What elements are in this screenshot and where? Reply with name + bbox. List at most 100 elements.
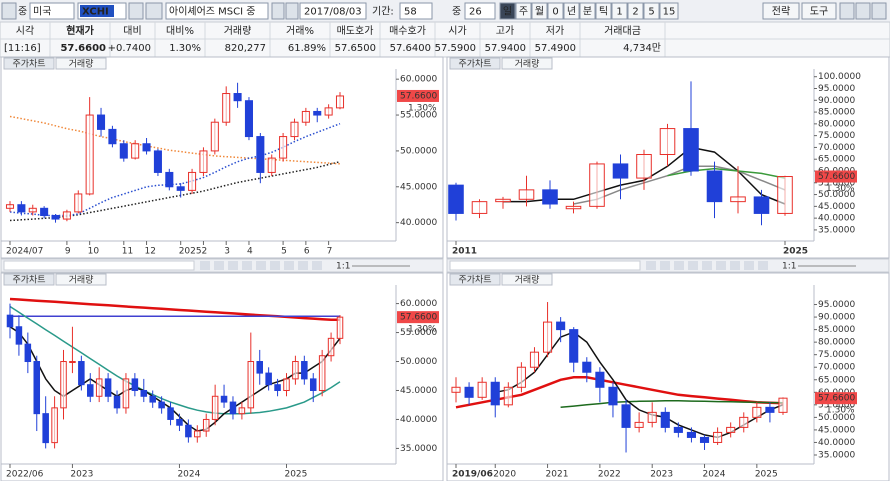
scroll-icon[interactable]	[242, 261, 252, 270]
candle-body	[62, 211, 71, 220]
quote-label: 거래%	[286, 25, 314, 37]
period-button[interactable]	[627, 2, 644, 20]
y-tick-label: 45.0000	[818, 202, 855, 212]
period-button[interactable]	[643, 2, 660, 20]
window-button[interactable]	[855, 2, 871, 20]
candle-body	[185, 424, 192, 438]
candle-body	[265, 372, 272, 386]
window-button[interactable]	[839, 2, 855, 20]
tools-button[interactable]	[801, 2, 837, 20]
candle-body	[516, 366, 526, 388]
period-button[interactable]	[595, 2, 612, 20]
period-button[interactable]	[579, 2, 596, 20]
y-tick-label: 50.0000	[818, 413, 855, 423]
quote-value: 57.4900	[535, 43, 576, 54]
candle-body	[33, 361, 41, 415]
scroll-icon[interactable]	[674, 261, 684, 270]
candle-body	[6, 314, 14, 328]
chart-tab-label[interactable]: 주가차트	[458, 274, 491, 286]
tools: 도구	[810, 7, 828, 18]
chart-tab[interactable]	[449, 57, 501, 70]
scroll-icon[interactable]	[298, 261, 308, 270]
scroll-icon[interactable]	[744, 261, 754, 270]
chart-tab-label[interactable]: 거래량	[515, 274, 540, 286]
chart-tab-label[interactable]: 주가차트	[458, 58, 491, 70]
candle-body	[40, 207, 49, 216]
stock-name: 아이셰어즈 MSCI 중	[169, 6, 255, 18]
chart-tab[interactable]	[55, 57, 107, 70]
scroll-icon[interactable]	[284, 261, 294, 270]
y-tick-label: 85.0000	[818, 325, 855, 335]
scroll-icon[interactable]	[758, 261, 768, 270]
scroll-icon[interactable]	[312, 261, 322, 270]
candle-body	[51, 407, 58, 444]
market-label: 중	[18, 6, 27, 18]
candle-body	[683, 128, 699, 172]
scroll-icon[interactable]	[200, 261, 210, 270]
scroll-icon[interactable]	[702, 261, 712, 270]
chart-tab-label[interactable]: 거래량	[69, 58, 94, 70]
candle-body	[149, 395, 156, 403]
chart-tab[interactable]	[501, 273, 553, 286]
quote-value: 57.6400	[390, 43, 431, 54]
y-tick-label: 95.0000	[818, 84, 855, 94]
period-button[interactable]	[563, 2, 580, 20]
menu-icon[interactable]	[1, 2, 17, 20]
period-button-label: 주	[519, 7, 528, 18]
prev-button[interactable]	[271, 2, 285, 20]
scroll-icon[interactable]	[688, 261, 698, 270]
moving-average	[573, 165, 786, 205]
y-tick-label: 40.0000	[400, 415, 437, 425]
chart-tab[interactable]	[3, 273, 55, 286]
search-button[interactable]	[128, 2, 144, 20]
period-button[interactable]	[547, 2, 564, 20]
y-tick-label: 40.0000	[818, 214, 855, 224]
chart-tab-label[interactable]: 거래량	[515, 58, 540, 70]
candle-body	[131, 378, 139, 391]
chart-tab[interactable]	[55, 273, 107, 286]
window-button[interactable]	[871, 2, 887, 20]
y-tick-label: 75.0000	[818, 350, 855, 360]
chart-tab[interactable]	[501, 57, 553, 70]
next-button[interactable]	[285, 2, 299, 20]
period-button-label: 월	[535, 6, 544, 18]
period-button[interactable]	[659, 2, 679, 20]
unit: 26	[469, 7, 482, 18]
scroll-icon[interactable]	[228, 261, 238, 270]
unit-field[interactable]	[464, 2, 496, 20]
x-tick-label: 2025	[755, 470, 778, 480]
period-field[interactable]	[399, 2, 433, 20]
candle-body	[726, 426, 736, 433]
symbol-highlight	[80, 5, 114, 17]
period-button[interactable]	[611, 2, 628, 20]
scroll-track[interactable]	[449, 260, 641, 271]
period-button[interactable]	[499, 2, 516, 20]
date-field[interactable]	[299, 2, 367, 20]
chart-tab-label[interactable]: 거래량	[69, 274, 94, 286]
chart-tab[interactable]	[449, 273, 501, 286]
period-button[interactable]	[531, 2, 548, 20]
candle-body	[17, 204, 26, 213]
info-button[interactable]	[145, 2, 163, 20]
chart-tab-label[interactable]: 주가차트	[12, 58, 45, 70]
period-button-label: 1	[616, 7, 622, 18]
x-tick-label: 2023	[650, 470, 673, 480]
candle-body	[335, 95, 345, 109]
scroll-track[interactable]	[3, 260, 195, 271]
candle-body	[87, 384, 94, 397]
scroll-icon[interactable]	[214, 261, 224, 270]
strategy-button[interactable]	[762, 2, 800, 20]
period-button[interactable]	[515, 2, 532, 20]
scroll-icon[interactable]	[716, 261, 726, 270]
scroll-icon[interactable]	[730, 261, 740, 270]
scroll-icon[interactable]	[270, 261, 280, 270]
scroll-icon[interactable]	[660, 261, 670, 270]
market-select[interactable]	[29, 2, 75, 20]
chart-tab[interactable]	[3, 57, 55, 70]
scroll-icon[interactable]	[256, 261, 266, 270]
candle-body	[210, 121, 219, 152]
chart-tab-label[interactable]: 주가차트	[12, 274, 45, 286]
price-tag-label: 57.6600	[400, 91, 437, 101]
candle-body	[131, 143, 140, 159]
scroll-icon[interactable]	[646, 261, 656, 270]
